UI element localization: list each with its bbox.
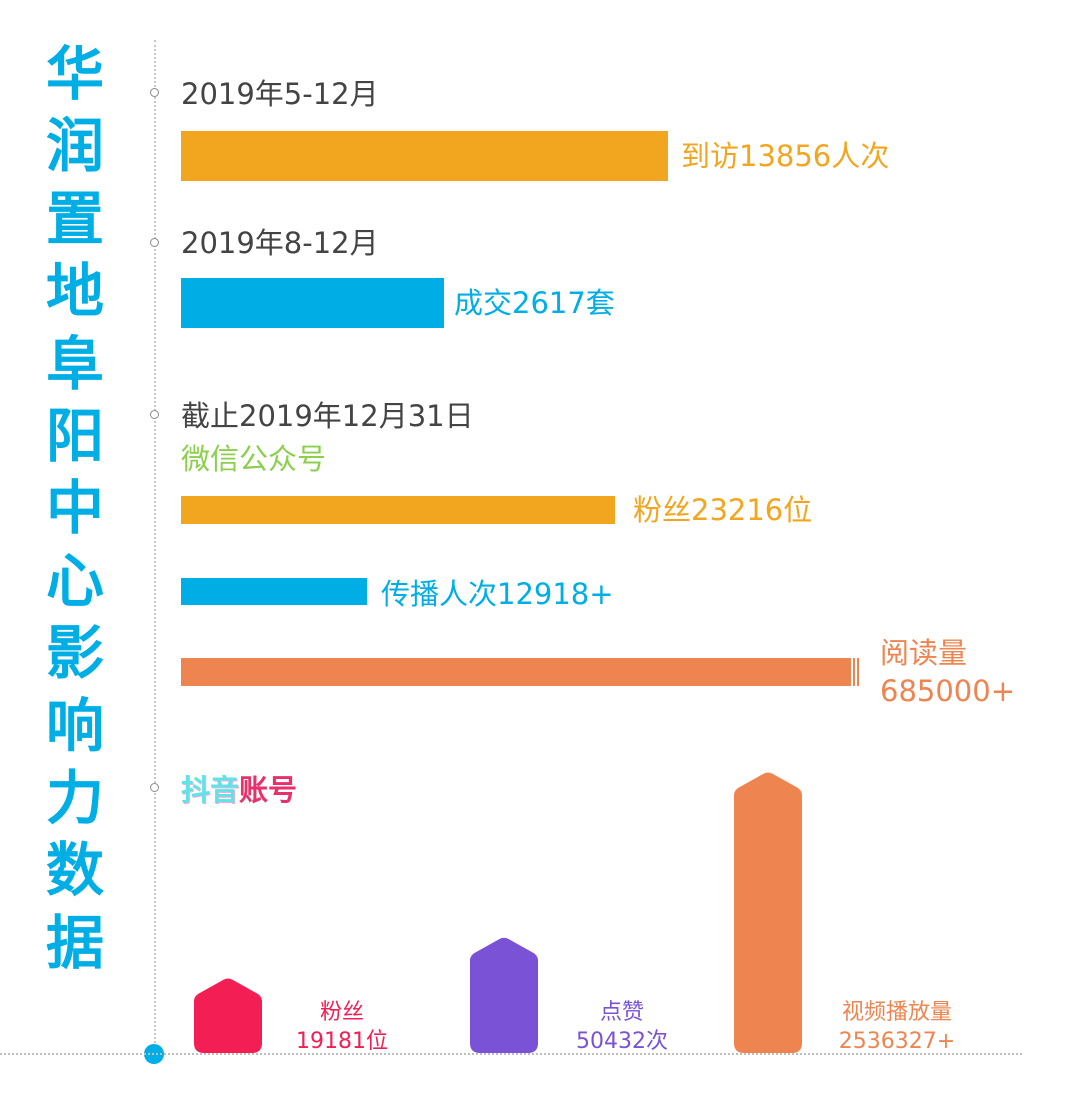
douyin-bar-2 (470, 937, 538, 1053)
title-char: 置 (45, 184, 104, 253)
timeline-dot (150, 88, 159, 97)
douyin-bar-value: 50432次 (576, 1029, 668, 1054)
title-char: 中 (45, 474, 104, 543)
visits-label: 到访13856人次 (681, 139, 890, 173)
title-char: 心 (45, 546, 104, 615)
reads-label: 阅读量 685000+ (880, 634, 1015, 710)
title-char: 响 (45, 691, 104, 760)
douyin-title: 抖音账号 (181, 776, 297, 805)
visits-bar (181, 131, 668, 181)
title-char: 润 (45, 112, 104, 181)
reads-label-line2: 685000+ (880, 674, 1016, 708)
reads-bar-end (849, 658, 859, 686)
title-char: 阜 (45, 329, 104, 398)
fans-bar (181, 496, 615, 524)
douyin-bar-value: 19181位 (296, 1029, 388, 1054)
baseline (0, 1053, 1022, 1055)
deals-label: 成交2617套 (454, 286, 615, 320)
timeline-dot (150, 238, 159, 247)
reads-bar (181, 658, 849, 686)
douyin-bar-value: 2536327+ (839, 1029, 955, 1054)
deals-date: 2019年8-12月 (181, 226, 379, 260)
title-char: 影 (45, 619, 104, 688)
page-title: 华润置地阜阳中心影响力数据 (44, 38, 106, 979)
title-char: 力 (45, 763, 104, 832)
douyin-bar-3 (734, 772, 802, 1053)
douyin-bar-name: 点赞 (600, 1000, 644, 1025)
title-char: 据 (45, 908, 104, 977)
douyin-bar-1 (194, 978, 262, 1053)
douyin-title-part2: 账号 (239, 773, 298, 807)
title-char: 华 (45, 40, 104, 108)
douyin-bar-name: 视频播放量 (842, 1000, 952, 1025)
reads-label-line1: 阅读量 (880, 636, 968, 670)
title-char: 数 (45, 836, 104, 905)
wechat-date: 截止2019年12月31日 (181, 399, 474, 433)
spread-label: 传播人次12918+ (381, 577, 614, 611)
douyin-bar-name: 粉丝 (320, 1000, 364, 1025)
wechat-account-label: 微信公众号 (181, 442, 327, 476)
spread-bar (181, 578, 367, 605)
timeline-line (154, 40, 156, 1055)
title-char: 地 (45, 257, 104, 326)
douyin-title-part1: 抖音 (181, 773, 240, 807)
timeline-dot (150, 783, 159, 792)
title-char: 阳 (45, 401, 104, 470)
fans-label: 粉丝23216位 (633, 493, 813, 527)
visits-date: 2019年5-12月 (181, 77, 379, 111)
timeline-dot (150, 410, 159, 419)
deals-bar (181, 278, 444, 328)
